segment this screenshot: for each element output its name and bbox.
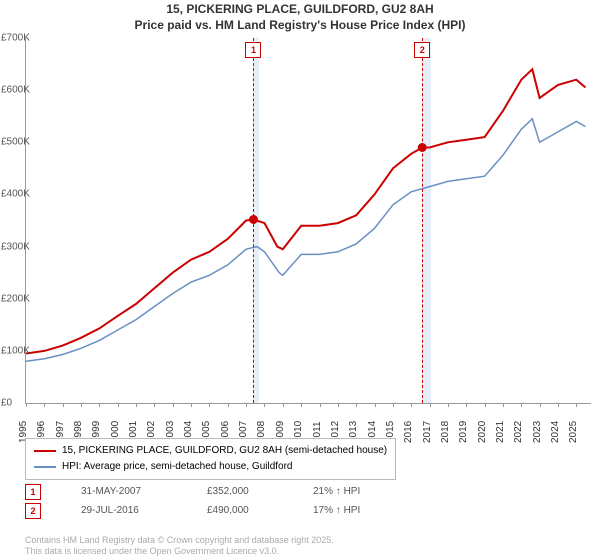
xtick-label: 2017 (422, 421, 433, 443)
xtick-mark (173, 403, 174, 407)
xtick-label: 2016 (403, 421, 414, 443)
xtick-label: 2024 (550, 421, 561, 443)
callout-vline (253, 38, 254, 403)
ytick-label: £600K (1, 85, 41, 96)
ytick-label: £100K (1, 345, 41, 356)
xtick-mark (246, 403, 247, 407)
legend-swatch (34, 450, 56, 452)
legend-swatch (34, 466, 56, 468)
legend-box: 15, PICKERING PLACE, GUILDFORD, GU2 8AH … (25, 438, 396, 480)
legend-label: HPI: Average price, semi-detached house,… (62, 459, 293, 475)
event-price: £352,000 (207, 482, 277, 501)
xtick-mark (63, 403, 64, 407)
xtick-mark (228, 403, 229, 407)
xtick-mark (540, 403, 541, 407)
ytick-label: £400K (1, 189, 41, 200)
xtick-mark (558, 403, 559, 407)
event-row: 2 29-JUL-2016 £490,000 17% ↑ HPI (25, 501, 360, 520)
xtick-mark (521, 403, 522, 407)
xtick-mark (320, 403, 321, 407)
xtick-mark (283, 403, 284, 407)
title-block: 15, PICKERING PLACE, GUILDFORD, GU2 8AH … (0, 0, 600, 33)
xtick-mark (26, 403, 27, 407)
callout-label: 1 (245, 42, 261, 58)
xtick-mark (301, 403, 302, 407)
xtick-mark (576, 403, 577, 407)
ytick-label: £300K (1, 241, 41, 252)
footer: Contains HM Land Registry data © Crown c… (25, 535, 334, 558)
xtick-mark (118, 403, 119, 407)
legend-label: 15, PICKERING PLACE, GUILDFORD, GU2 8AH … (62, 443, 387, 459)
footer-line2: This data is licensed under the Open Gov… (25, 546, 334, 558)
xtick-mark (154, 403, 155, 407)
event-delta: 17% ↑ HPI (313, 501, 360, 520)
legend-row: 15, PICKERING PLACE, GUILDFORD, GU2 8AH … (34, 443, 387, 459)
event-date: 29-JUL-2016 (81, 501, 171, 520)
event-price: £490,000 (207, 501, 277, 520)
title-line1: 15, PICKERING PLACE, GUILDFORD, GU2 8AH (0, 2, 600, 18)
event-index: 1 (25, 484, 41, 500)
event-row: 1 31-MAY-2007 £352,000 21% ↑ HPI (25, 482, 360, 501)
xtick-mark (44, 403, 45, 407)
xtick-mark (209, 403, 210, 407)
ytick-label: £700K (1, 33, 41, 44)
xtick-mark (99, 403, 100, 407)
ytick-label: £500K (1, 137, 41, 148)
xtick-mark (430, 403, 431, 407)
xtick-mark (448, 403, 449, 407)
xtick-mark (264, 403, 265, 407)
xtick-mark (466, 403, 467, 407)
xtick-mark (503, 403, 504, 407)
xtick-mark (191, 403, 192, 407)
event-delta: 21% ↑ HPI (313, 482, 360, 501)
xtick-mark (393, 403, 394, 407)
xtick-label: 2021 (495, 421, 506, 443)
chart-container: 15, PICKERING PLACE, GUILDFORD, GU2 8AH … (0, 0, 600, 560)
legend-row: HPI: Average price, semi-detached house,… (34, 459, 387, 475)
xtick-label: 2020 (477, 421, 488, 443)
xtick-mark (411, 403, 412, 407)
event-index: 2 (25, 503, 41, 519)
ytick-label: £200K (1, 293, 41, 304)
xtick-label: 2019 (458, 421, 469, 443)
chart-plot-area: 12£0£100K£200K£300K£400K£500K£600K£700K1… (25, 38, 591, 404)
series-line (26, 119, 586, 361)
event-table: 1 31-MAY-2007 £352,000 21% ↑ HPI 2 29-JUL-201… (25, 482, 360, 520)
title-line2: Price paid vs. HM Land Registry's House … (0, 18, 600, 34)
xtick-mark (338, 403, 339, 407)
xtick-label: 2025 (568, 421, 579, 443)
xtick-mark (81, 403, 82, 407)
callout-label: 2 (414, 42, 430, 58)
xtick-label: 2022 (513, 421, 524, 443)
chart-svg (26, 38, 591, 403)
xtick-label: 2018 (440, 421, 451, 443)
ytick-label: £0 (1, 398, 41, 409)
xtick-mark (485, 403, 486, 407)
xtick-mark (375, 403, 376, 407)
xtick-mark (136, 403, 137, 407)
xtick-label: 2023 (532, 421, 543, 443)
xtick-mark (356, 403, 357, 407)
footer-line1: Contains HM Land Registry data © Crown c… (25, 535, 334, 547)
event-date: 31-MAY-2007 (81, 482, 171, 501)
callout-vline (422, 38, 423, 403)
series-line (26, 69, 586, 353)
